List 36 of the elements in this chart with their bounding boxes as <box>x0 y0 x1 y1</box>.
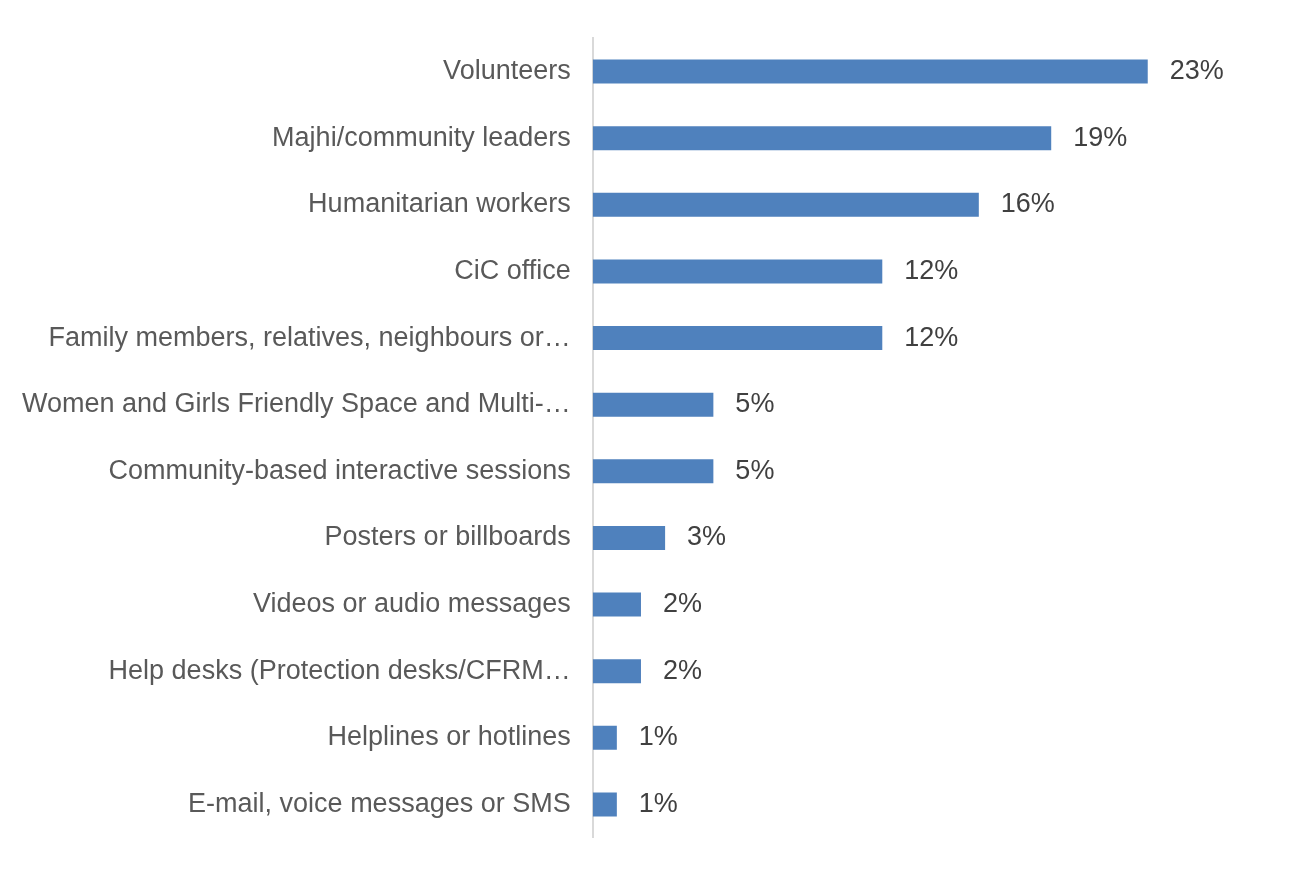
data-label: 12% <box>904 321 959 352</box>
y-tick-label: Videos or audio messages <box>253 588 571 619</box>
data-label: 1% <box>638 721 678 752</box>
bar <box>592 592 641 617</box>
y-tick-label: CiC office <box>454 254 571 285</box>
data-label: 5% <box>735 388 775 419</box>
data-label: 16% <box>1000 188 1055 219</box>
y-tick-label: Help desks (Protection desks/CFRM… <box>108 654 571 685</box>
data-label: 2% <box>662 654 703 685</box>
y-tick-label: Majhi/community leaders <box>272 121 571 152</box>
y-tick-label: Women and Girls Friendly Space and Multi-… <box>22 388 571 419</box>
y-tick-label: Family members, relatives, neighbours or… <box>48 321 571 352</box>
data-label: 1% <box>638 787 678 818</box>
y-tick-label: Community-based interactive sessions <box>108 454 571 485</box>
bar <box>592 59 1148 84</box>
y-tick-label: Posters or billboards <box>324 521 571 552</box>
data-label: 5% <box>735 454 775 485</box>
bar <box>592 392 714 417</box>
data-label: 12% <box>904 254 959 285</box>
y-tick-label: Volunteers <box>443 54 571 85</box>
y-tick-label: Humanitarian workers <box>308 188 571 219</box>
data-label: 3% <box>687 521 727 552</box>
bar <box>592 659 641 684</box>
bar <box>592 192 979 217</box>
bar <box>592 326 883 351</box>
data-label: 2% <box>662 588 703 619</box>
bar <box>592 259 883 284</box>
y-tick-label: Helplines or hotlines <box>327 721 571 752</box>
y-tick-label: E-mail, voice messages or SMS <box>188 787 571 818</box>
bar <box>592 459 714 484</box>
data-label: 19% <box>1073 121 1128 152</box>
data-label: 23% <box>1169 54 1224 85</box>
bar <box>592 725 617 750</box>
bar <box>592 126 1052 151</box>
bar <box>592 525 666 550</box>
bar <box>592 792 617 817</box>
